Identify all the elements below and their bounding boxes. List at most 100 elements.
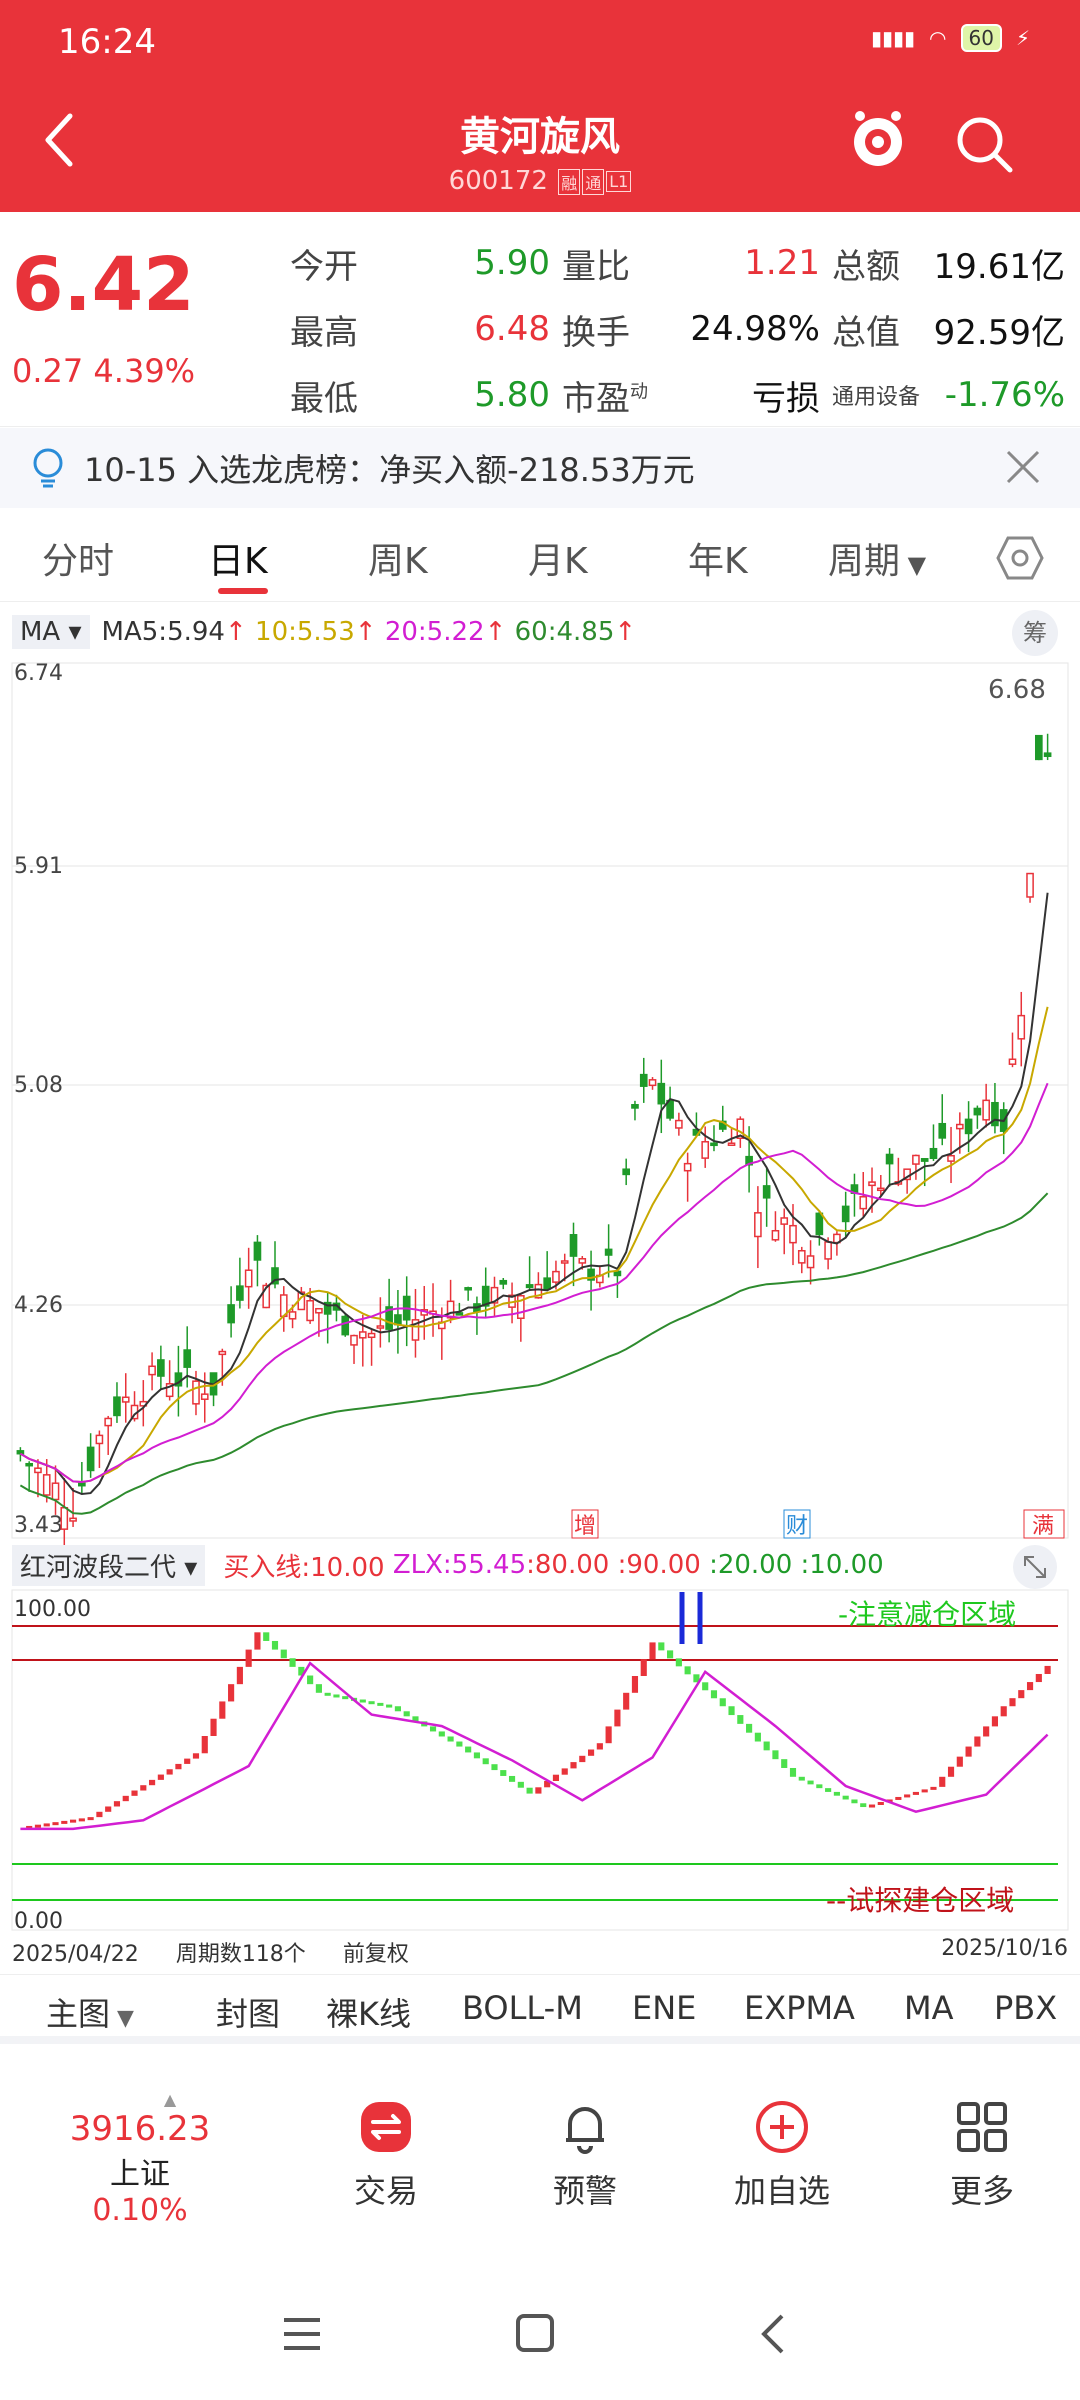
- expand-icon[interactable]: [1012, 1544, 1058, 1590]
- wifi-icon: ◠: [929, 26, 947, 50]
- candle-body: [973, 1107, 982, 1116]
- event-marker[interactable]: [783, 1509, 811, 1539]
- chip-boll-m[interactable]: BOLL-M: [462, 1989, 583, 2027]
- chip-main-chart[interactable]: 主图 ▼: [46, 1989, 134, 2035]
- candle-body: [525, 1284, 534, 1289]
- market-cap-value: 92.59亿: [933, 312, 1065, 353]
- tab-period[interactable]: 周期 ▼: [828, 532, 926, 584]
- oscillator-bar: [1018, 1690, 1025, 1699]
- oscillator-bar: [983, 1726, 990, 1737]
- oscillator-bar: [860, 1803, 867, 1808]
- tab-yearly-k[interactable]: 年K: [688, 541, 748, 582]
- tab-intraday[interactable]: 分时: [42, 541, 115, 582]
- oscillator-bar: [333, 1694, 340, 1698]
- oscillator-bar: [236, 1666, 243, 1685]
- oscillator-bar: [570, 1762, 577, 1769]
- candle-body: [367, 1332, 376, 1339]
- bell-icon: [566, 2107, 604, 2154]
- kline-chart[interactable]: 6.74 5.91 5.08 4.26 3.43 6.68 增 财 满 100.…: [0, 650, 1080, 1970]
- event-marker[interactable]: [1023, 1509, 1065, 1539]
- oscillator-bar: [280, 1649, 287, 1659]
- oscillator-bar: [465, 1746, 472, 1753]
- close-icon[interactable]: [1002, 446, 1044, 488]
- y-tick-label: 4.26: [14, 1293, 63, 1318]
- tab-daily-k[interactable]: 日K: [208, 541, 268, 582]
- home-icon[interactable]: [516, 2314, 554, 2352]
- y-tick-label: 3.43: [14, 1513, 63, 1538]
- mascot-icon[interactable]: [850, 108, 906, 172]
- oscillator-bar: [447, 1736, 454, 1742]
- back-nav-icon[interactable]: [761, 2314, 784, 2354]
- add-circle-icon: [756, 2101, 808, 2153]
- candle-body: [841, 1205, 850, 1223]
- oscillator-bar: [394, 1706, 401, 1712]
- candle-body: [938, 1122, 947, 1139]
- nav-trade[interactable]: 交易: [306, 2098, 466, 2212]
- event-marker[interactable]: [571, 1509, 599, 1539]
- chip-naked-k[interactable]: 裸K线: [326, 1995, 411, 2033]
- oscillator-bar: [412, 1716, 419, 1722]
- oscillator-series: [20, 1632, 1051, 1831]
- turnover-rate-value: 24.98%: [690, 309, 820, 349]
- oscillator-bar: [219, 1701, 226, 1719]
- stock-code-line: 600172 融通 L1: [0, 166, 1080, 196]
- signal-icon: ▮▮▮▮: [871, 26, 916, 50]
- volume-ratio-value: 1.21: [744, 243, 820, 283]
- active-tab-indicator: [218, 588, 268, 594]
- chip-pbx[interactable]: PBX: [994, 1989, 1058, 2027]
- indicator-selector-label: 红河波段二代: [20, 1552, 177, 1583]
- index-value: 3916.23: [69, 2109, 211, 2149]
- settings-hexagon-icon[interactable]: [996, 534, 1044, 582]
- chip-seal[interactable]: 封图: [216, 1995, 281, 2033]
- quote-row: 今开 5.90 量比 1.21 总额 19.61亿: [290, 230, 1065, 296]
- oscillator-bar: [825, 1788, 832, 1792]
- industry-tag[interactable]: 通用设备: [832, 385, 921, 410]
- ma-lines: [19, 892, 1049, 1515]
- notice-banner[interactable]: 10-15 入选龙虎榜：净买入额-218.53万元: [0, 428, 1080, 508]
- oscillator-bar: [614, 1709, 621, 1727]
- oscillator-bar: [552, 1774, 560, 1781]
- oscillator-bar: [1044, 1665, 1051, 1674]
- oscillator-bar: [122, 1795, 129, 1802]
- chip-ene[interactable]: ENE: [632, 1989, 697, 2027]
- nav-more[interactable]: 更多: [902, 2098, 1062, 2212]
- indicator-top-label: 100.00: [14, 1597, 91, 1622]
- nav-alert[interactable]: 预警: [505, 2098, 665, 2212]
- tab-weekly-k[interactable]: 周K: [368, 541, 428, 582]
- oscillator-bar: [956, 1756, 963, 1767]
- chip-expma[interactable]: EXPMA: [744, 1989, 855, 2027]
- candle-body: [16, 1450, 25, 1455]
- search-icon[interactable]: [952, 112, 1016, 176]
- oscillator-bar: [658, 1642, 665, 1651]
- stock-code: 600172: [448, 166, 548, 196]
- back-icon[interactable]: [40, 110, 80, 170]
- candle-body: [727, 1142, 736, 1146]
- caret-down-icon: ▼: [110, 2006, 134, 2031]
- ma20-line: [19, 1082, 1049, 1484]
- candle-body: [1026, 872, 1034, 898]
- candle-body: [517, 1295, 525, 1319]
- bottom-nav: ▲ 3916.23 上证 0.10% 交易 预警 加自选: [0, 2090, 1080, 2228]
- industry-change: -1.76%: [944, 375, 1065, 415]
- index-quote[interactable]: ▲ 3916.23 上证 0.10%: [60, 2090, 220, 2228]
- candle-body: [236, 1285, 244, 1301]
- nav-add-watchlist[interactable]: 加自选: [702, 2098, 862, 2212]
- oscillator-bar: [816, 1784, 823, 1789]
- oscillator-bar: [324, 1692, 331, 1696]
- chip-ma[interactable]: MA: [904, 1989, 954, 2027]
- indicator-selector[interactable]: 红河波段二代 ▾: [12, 1544, 206, 1586]
- oscillator-bar: [640, 1659, 647, 1676]
- nav-trade-label: 交易: [353, 2172, 418, 2210]
- menu-icon[interactable]: [284, 2318, 320, 2350]
- candle-body: [762, 1185, 771, 1199]
- tab-monthly-k[interactable]: 月K: [528, 541, 588, 582]
- candle-body: [244, 1269, 253, 1288]
- ma-selector[interactable]: MA ▾: [12, 615, 90, 649]
- chip-distribution-button[interactable]: 筹: [1012, 610, 1058, 656]
- oscillator-bar: [113, 1801, 121, 1807]
- oscillator-bar: [377, 1702, 384, 1706]
- candle-body: [1008, 1058, 1017, 1065]
- oscillator-bar: [508, 1775, 516, 1782]
- start-date: 2025/04/22: [12, 1942, 139, 1967]
- candle-body: [631, 1104, 639, 1109]
